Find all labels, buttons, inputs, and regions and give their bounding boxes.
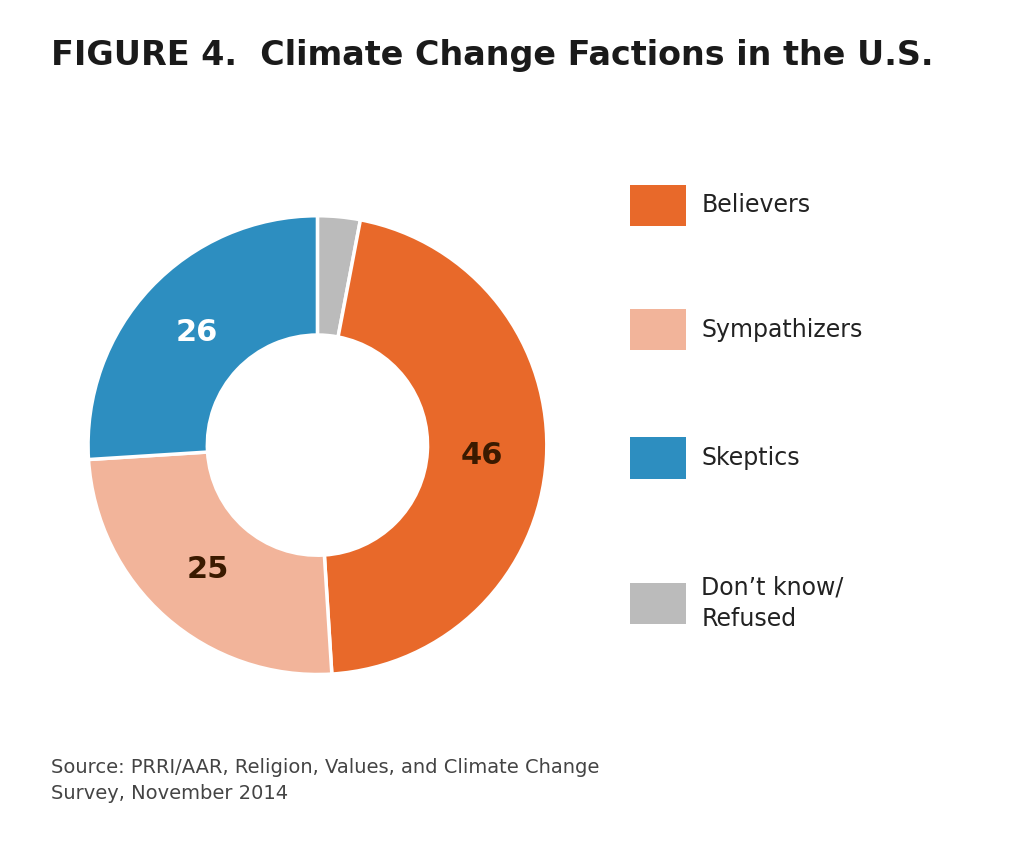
Wedge shape — [88, 452, 332, 675]
Text: Believers: Believers — [701, 193, 811, 217]
Text: Don’t know/
Refused: Don’t know/ Refused — [701, 576, 844, 631]
Text: Sympathizers: Sympathizers — [701, 318, 863, 342]
Text: 25: 25 — [187, 555, 229, 584]
Text: 46: 46 — [461, 441, 504, 470]
Text: 26: 26 — [176, 318, 218, 347]
Wedge shape — [325, 220, 547, 674]
Wedge shape — [88, 216, 317, 460]
Text: FIGURE 4.  Climate Change Factions in the U.S.: FIGURE 4. Climate Change Factions in the… — [51, 39, 934, 72]
Wedge shape — [317, 216, 360, 337]
Text: Skeptics: Skeptics — [701, 446, 800, 470]
Text: Source: PRRI/AAR, Religion, Values, and Climate Change
Survey, November 2014: Source: PRRI/AAR, Religion, Values, and … — [51, 758, 600, 803]
